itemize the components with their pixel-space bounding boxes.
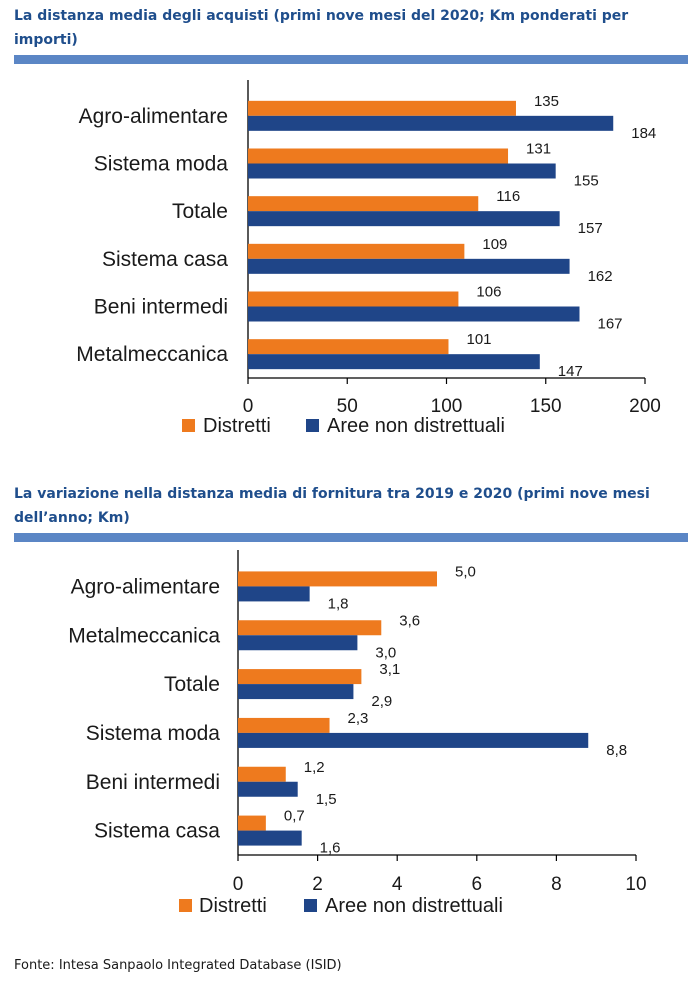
x-tick-label: 50	[337, 396, 358, 417]
data-label-distretti: 135	[534, 93, 559, 110]
x-tick-label: 150	[530, 396, 562, 417]
legend-label-distretti: Distretti	[203, 415, 271, 437]
bar-distretti	[238, 620, 382, 636]
bar-aree-non-distrettuali	[248, 354, 540, 370]
bar-aree-non-distrettuali	[248, 306, 580, 322]
bar-distretti	[248, 196, 479, 212]
bar-distretti	[248, 100, 516, 116]
category-label: Totale	[164, 673, 220, 696]
bar-distretti	[248, 243, 465, 259]
bar-aree-non-distrettuali	[248, 258, 570, 274]
legend-swatch-aree-non-distrettuali	[304, 899, 317, 912]
data-label-aree-non-distrettuali: 1,6	[320, 840, 341, 857]
category-label: Metalmeccanica	[68, 624, 220, 647]
category-label: Metalmeccanica	[76, 343, 228, 366]
x-tick-label: 6	[472, 874, 483, 895]
chart-1-title-rule	[14, 55, 688, 64]
legend-label-aree-non-distrettuali: Aree non distrettuali	[325, 895, 503, 917]
data-label-distretti: 5,0	[455, 563, 476, 580]
bar-distretti	[238, 669, 362, 685]
bar-aree-non-distrettuali	[238, 684, 354, 700]
x-tick-label: 0	[233, 874, 244, 895]
bar-aree-non-distrettuali	[248, 163, 556, 179]
data-label-aree-non-distrettuali: 157	[578, 220, 603, 237]
data-label-distretti: 3,1	[379, 661, 400, 678]
chart-1-distanza-media: 0 50 100 150 200 Agro-alimentare 135 184 Sistema…	[76, 80, 661, 437]
legend-swatch-distretti	[179, 899, 192, 912]
category-label: Sistema moda	[94, 153, 229, 176]
chart-1-title: La distanza media degli acquisti (primi …	[14, 8, 629, 48]
bar-aree-non-distrettuali	[238, 586, 310, 602]
x-tick-label: 0	[243, 396, 254, 417]
data-label-distretti: 1,2	[304, 759, 325, 776]
data-label-aree-non-distrettuali: 162	[588, 268, 613, 285]
category-label: Beni intermedi	[86, 771, 220, 794]
bar-aree-non-distrettuali	[238, 732, 589, 748]
x-tick-label: 100	[431, 396, 463, 417]
data-label-aree-non-distrettuali: 155	[574, 173, 599, 190]
category-label: Totale	[172, 200, 228, 223]
bar-aree-non-distrettuali	[238, 830, 302, 846]
data-label-distretti: 116	[496, 188, 520, 205]
bar-aree-non-distrettuali	[248, 211, 560, 227]
chart-2-title-rule	[14, 533, 688, 542]
data-label-distretti: 3,6	[399, 612, 420, 629]
x-tick-label: 2	[312, 874, 323, 895]
legend-swatch-distretti	[182, 419, 195, 432]
data-label-aree-non-distrettuali: 147	[558, 363, 583, 380]
bar-distretti	[238, 571, 437, 587]
x-tick-label: 8	[551, 874, 562, 895]
legend-label-distretti: Distretti	[199, 895, 267, 917]
category-label: Agro-alimentare	[79, 105, 228, 128]
chart-2-title: La variazione nella distanza media di fo…	[14, 486, 650, 526]
x-tick-label: 10	[625, 874, 646, 895]
bar-distretti	[238, 766, 286, 782]
legend-label-aree-non-distrettuali: Aree non distrettuali	[327, 415, 505, 437]
data-label-aree-non-distrettuali: 2,9	[371, 693, 392, 710]
category-label: Beni intermedi	[94, 296, 228, 319]
data-label-distretti: 0,7	[284, 808, 305, 825]
category-label: Agro-alimentare	[71, 575, 220, 598]
legend-swatch-aree-non-distrettuali	[306, 419, 319, 432]
data-label-distretti: 131	[526, 141, 551, 158]
data-label-aree-non-distrettuali: 167	[597, 316, 622, 333]
x-tick-label: 200	[629, 396, 661, 417]
category-label: Sistema casa	[102, 248, 228, 271]
data-label-distretti: 109	[482, 236, 507, 253]
data-label-aree-non-distrettuali: 8,8	[606, 742, 627, 759]
data-label-distretti: 106	[476, 284, 501, 301]
data-label-aree-non-distrettuali: 3,0	[375, 644, 396, 661]
bar-aree-non-distrettuali	[248, 115, 614, 131]
category-label: Sistema casa	[94, 820, 220, 843]
data-label-distretti: 2,3	[348, 710, 369, 727]
bar-distretti	[248, 291, 459, 307]
data-label-aree-non-distrettuali: 1,5	[316, 791, 337, 808]
bar-distretti	[238, 717, 330, 733]
data-label-aree-non-distrettuali: 1,8	[328, 595, 349, 612]
bar-aree-non-distrettuali	[238, 781, 298, 797]
bar-aree-non-distrettuali	[238, 635, 358, 651]
source-note: Fonte: Intesa Sanpaolo Integrated Databa…	[14, 958, 342, 973]
chart-2-variazione-distanza: 0 2 4 6 8 10 Agro-alimentare 5,0 1,8 Metalmeccani…	[68, 550, 647, 917]
x-tick-label: 4	[392, 874, 403, 895]
bar-distretti	[248, 148, 509, 164]
bar-distretti	[238, 815, 266, 831]
data-label-distretti: 101	[466, 331, 491, 348]
bar-distretti	[248, 339, 449, 355]
data-label-aree-non-distrettuali: 184	[631, 125, 656, 142]
category-label: Sistema moda	[86, 722, 221, 745]
